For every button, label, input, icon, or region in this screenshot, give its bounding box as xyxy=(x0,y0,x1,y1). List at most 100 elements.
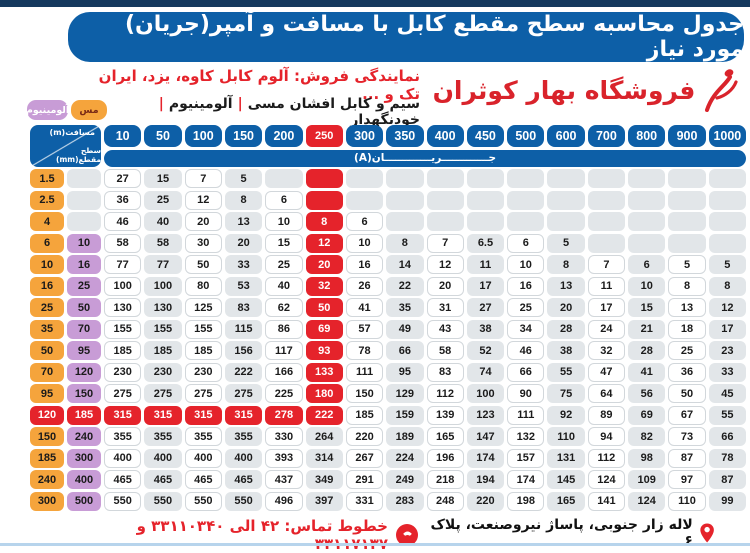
ampacity-cell xyxy=(587,190,626,210)
ampacity-cell: 20 xyxy=(547,298,585,317)
separator: | xyxy=(237,96,243,112)
ampacity-cell xyxy=(305,190,343,210)
ampacity-cell: 465 xyxy=(144,470,182,489)
distance-header-450: 450 xyxy=(466,125,505,147)
location-pin-icon xyxy=(700,523,714,543)
copper-badge: مس xyxy=(71,100,107,120)
ampacity-cell: 248 xyxy=(426,491,464,511)
ampacity-cell: 28 xyxy=(547,319,585,339)
ampacity-cell xyxy=(466,169,505,188)
cross-section-axis-label: سطح مقطع(mm) xyxy=(56,145,101,164)
ampacity-cell: 25 xyxy=(144,190,182,210)
ampacity-cell: 130 xyxy=(144,298,182,317)
ampacity-cell: 315 xyxy=(224,405,263,425)
ampacity-cell: 6 xyxy=(265,190,303,210)
ampacity-cell: 315 xyxy=(184,405,222,425)
copper-size-cell: 50 xyxy=(30,341,64,360)
ampacity-cell: 55 xyxy=(547,362,585,382)
aluminum-badge: آلومینیوم xyxy=(26,100,69,120)
ampacity-cell: 330 xyxy=(265,427,303,446)
address-text: لاله زار جنوبی، پاساژ نیروصنعت، پلاک ۶ xyxy=(430,517,693,549)
ampacity-cell: 50 xyxy=(305,298,343,317)
copper-size-cell: 6 xyxy=(30,233,64,253)
ampacity-cell: 80 xyxy=(184,276,222,296)
ampacity-cell: 50 xyxy=(184,255,222,274)
ampacity-cell: 132 xyxy=(507,427,545,446)
ampacity-cell: 5 xyxy=(708,255,746,274)
ampacity-cell: 249 xyxy=(386,470,424,489)
ampacity-cell xyxy=(668,169,706,188)
ampacity-cell: 87 xyxy=(708,470,746,489)
ampacity-cell: 12 xyxy=(184,190,222,210)
footer-address: لاله زار جنوبی، پاساژ نیروصنعت، پلاک ۶ xyxy=(430,517,715,549)
ampacity-cell: 12 xyxy=(426,255,464,274)
ampacity-cell: 87 xyxy=(668,448,706,468)
ampacity-cell: 110 xyxy=(668,491,706,511)
ampacity-cell: 13 xyxy=(224,212,263,231)
product-type-self-supporting: خودنگهدار xyxy=(350,112,420,128)
store-logo-icon xyxy=(705,69,739,112)
ampacity-cell: 16 xyxy=(345,255,384,274)
dealer-line: نمایندگی فروش: آلوم کابل کاوه، یزد، ایرا… xyxy=(98,67,420,103)
ampacity-cell: 11 xyxy=(466,255,505,274)
ampacity-cell: 156 xyxy=(224,341,263,360)
ampacity-cell: 291 xyxy=(345,470,384,489)
ampacity-cell: 58 xyxy=(144,233,182,253)
ampacity-cell: 8 xyxy=(708,276,746,296)
ampacity-cell: 31 xyxy=(426,298,464,317)
ampacity-cell: 400 xyxy=(144,448,182,468)
ampacity-cell: 32 xyxy=(305,276,343,296)
ampacity-cell: 125 xyxy=(184,298,222,317)
ampacity-cell: 73 xyxy=(668,427,706,446)
ampacity-cell: 35 xyxy=(386,298,424,317)
ampacity-cell: 6 xyxy=(345,212,384,231)
ampacity-cell: 275 xyxy=(144,384,182,403)
ampacity-cell: 77 xyxy=(144,255,182,274)
ampacity-cell: 58 xyxy=(426,341,464,360)
aluminum-size-cell: 25 xyxy=(67,276,101,296)
ampacity-cell: 53 xyxy=(224,276,263,296)
ampacity-cell: 465 xyxy=(104,470,142,489)
ampacity-cell: 123 xyxy=(466,405,505,425)
ampacity-cell: 15 xyxy=(265,233,303,253)
ampacity-cell: 278 xyxy=(265,405,303,425)
ampacity-cell: 5 xyxy=(547,233,585,253)
ampacity-cell: 99 xyxy=(708,491,746,511)
ampacity-cell: 437 xyxy=(265,470,303,489)
aluminum-size-cell: 120 xyxy=(67,362,101,382)
ampacity-cell xyxy=(668,190,706,210)
distance-header-200: 200 xyxy=(265,125,303,147)
ampacity-cell: 21 xyxy=(628,319,666,339)
ampacity-cell xyxy=(587,169,626,188)
ampacity-cell: 56 xyxy=(628,384,666,403)
ampacity-cell xyxy=(587,233,626,253)
ampacity-cell: 74 xyxy=(466,362,505,382)
ampacity-cell: 185 xyxy=(104,341,142,360)
aluminum-size-cell xyxy=(67,169,101,188)
ampacity-cell: 355 xyxy=(184,427,222,446)
ampacity-cell xyxy=(708,169,746,188)
ampacity-cell: 141 xyxy=(587,491,626,511)
ampacity-cell: 165 xyxy=(426,427,464,446)
ampacity-cell: 550 xyxy=(184,491,222,511)
copper-size-cell: 4 xyxy=(30,212,64,231)
ampacity-cell: 267 xyxy=(345,448,384,468)
ampacity-cell: 393 xyxy=(265,448,303,468)
aluminum-size-cell: 50 xyxy=(67,298,101,317)
ampacity-cell: 45 xyxy=(708,384,746,403)
copper-size-cell: 2.5 xyxy=(30,190,64,210)
copper-size-cell: 10 xyxy=(30,255,64,274)
copper-size-cell: 300 xyxy=(30,491,64,511)
distance-header-350: 350 xyxy=(386,125,424,147)
ampacity-cell: 225 xyxy=(265,384,303,403)
ampacity-cell: 16 xyxy=(507,276,545,296)
ampacity-cell: 400 xyxy=(104,448,142,468)
ampacity-cell: 33 xyxy=(708,362,746,382)
ampacity-cell: 117 xyxy=(265,341,303,360)
ampacity-cell: 32 xyxy=(587,341,626,360)
ampacity-cell: 58 xyxy=(104,233,142,253)
ampacity-cell: 90 xyxy=(507,384,545,403)
ampacity-cell: 10 xyxy=(507,255,545,274)
top-strip xyxy=(0,0,750,7)
ampacity-cell: 133 xyxy=(305,362,343,382)
